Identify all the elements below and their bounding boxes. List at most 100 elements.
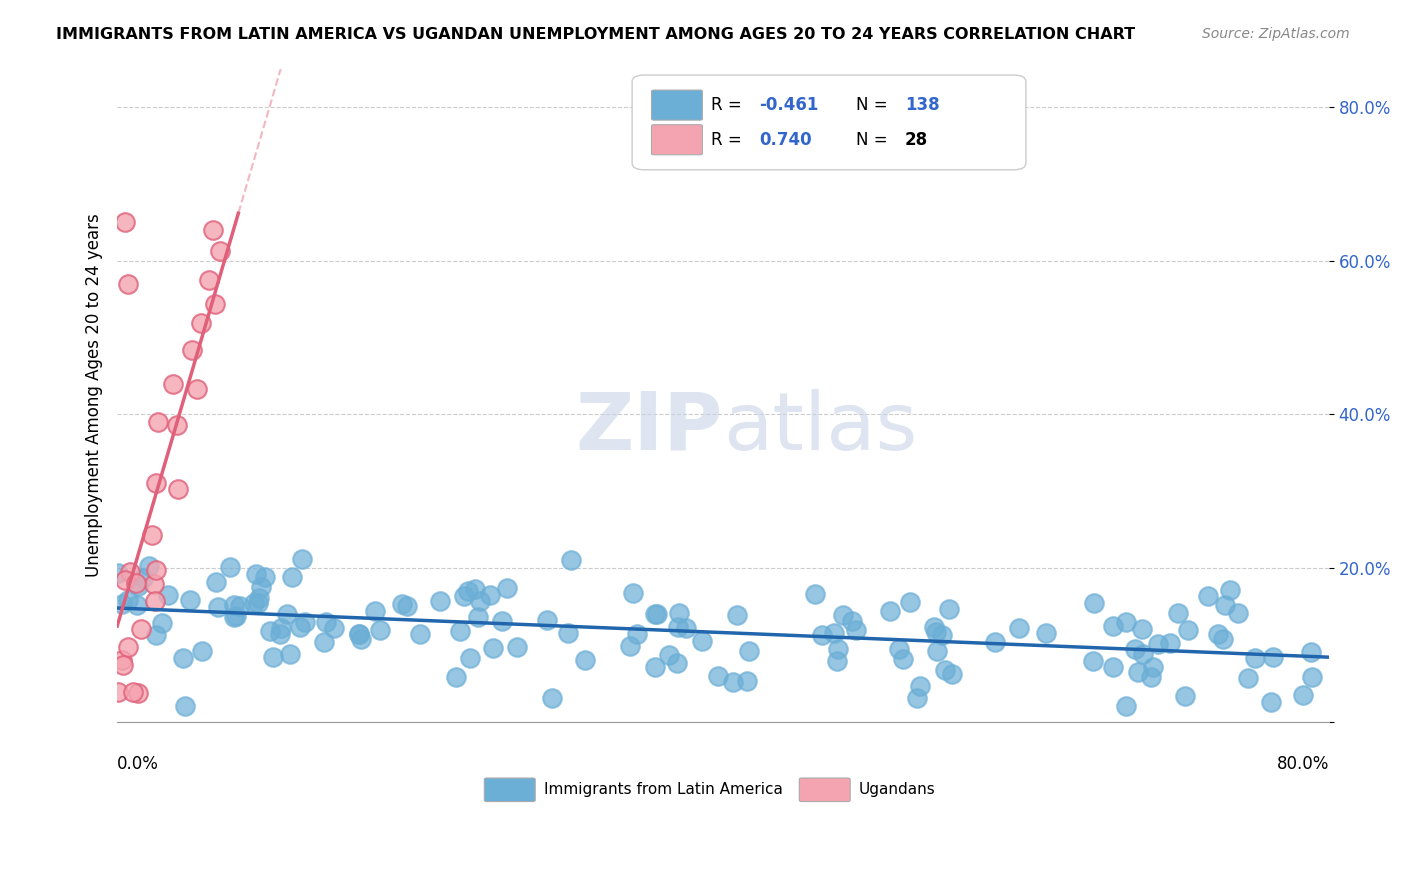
Point xyxy=(908,679,931,693)
Text: atlas: atlas xyxy=(723,389,917,467)
Point xyxy=(167,482,190,496)
Point xyxy=(1243,650,1265,665)
Point xyxy=(162,376,184,391)
Point xyxy=(219,559,242,574)
Point xyxy=(150,615,173,630)
Point xyxy=(225,609,247,624)
Point xyxy=(690,634,713,648)
Point xyxy=(269,627,291,641)
Point xyxy=(925,624,948,639)
Point xyxy=(619,639,641,653)
Point xyxy=(922,620,945,634)
Point xyxy=(737,673,759,688)
Point xyxy=(157,588,180,602)
Point xyxy=(621,586,644,600)
Point xyxy=(941,667,963,681)
Point xyxy=(665,656,688,670)
Point xyxy=(145,475,167,490)
Point xyxy=(127,598,149,612)
Point xyxy=(127,686,149,700)
Point xyxy=(129,622,152,636)
Point xyxy=(738,644,761,658)
Point xyxy=(1083,596,1105,610)
Point xyxy=(1159,636,1181,650)
FancyBboxPatch shape xyxy=(651,125,703,154)
Point xyxy=(145,563,167,577)
FancyBboxPatch shape xyxy=(800,778,851,802)
Point xyxy=(281,570,304,584)
Point xyxy=(138,558,160,573)
Point xyxy=(464,582,486,597)
Point xyxy=(202,223,225,237)
Point xyxy=(350,632,373,647)
Point xyxy=(1174,690,1197,704)
Text: 28: 28 xyxy=(904,131,928,149)
Point xyxy=(1237,671,1260,685)
Point xyxy=(174,699,197,714)
Point xyxy=(811,628,834,642)
Point xyxy=(132,571,155,585)
Point xyxy=(145,628,167,642)
Point xyxy=(190,317,212,331)
Point xyxy=(1213,598,1236,612)
Point xyxy=(536,613,558,627)
Point xyxy=(934,663,956,677)
Point xyxy=(111,597,134,611)
Point xyxy=(408,626,430,640)
Point xyxy=(1102,660,1125,674)
Text: N =: N = xyxy=(856,96,893,114)
Point xyxy=(1126,665,1149,679)
Point xyxy=(107,685,129,699)
Point xyxy=(645,607,668,622)
Point xyxy=(666,620,689,634)
Point xyxy=(823,625,845,640)
Point xyxy=(1008,621,1031,635)
Point xyxy=(1212,632,1234,647)
Point xyxy=(143,577,166,591)
Point xyxy=(204,575,226,590)
Point xyxy=(832,608,855,623)
Point xyxy=(107,566,129,580)
Point xyxy=(246,596,269,610)
Point xyxy=(540,691,562,706)
Point xyxy=(198,273,221,287)
Point xyxy=(905,691,928,706)
Point xyxy=(114,215,136,229)
Point xyxy=(166,417,188,432)
Point xyxy=(125,576,148,591)
Point xyxy=(204,296,226,310)
Point xyxy=(114,573,136,587)
Point xyxy=(278,647,301,661)
Point xyxy=(644,607,666,621)
Point xyxy=(181,343,204,358)
Point xyxy=(262,649,284,664)
Point xyxy=(249,591,271,606)
Point xyxy=(117,277,139,291)
Text: 138: 138 xyxy=(904,96,939,114)
Point xyxy=(111,653,134,667)
Point xyxy=(457,584,479,599)
Point xyxy=(368,624,391,638)
Point xyxy=(887,642,910,657)
Point xyxy=(1206,627,1229,641)
Point xyxy=(322,621,344,635)
Point xyxy=(222,610,245,624)
Point xyxy=(1132,648,1154,662)
Point xyxy=(127,579,149,593)
Point xyxy=(143,594,166,608)
Point xyxy=(1140,670,1163,684)
Point xyxy=(574,653,596,667)
Point xyxy=(1301,670,1323,684)
Point xyxy=(496,581,519,595)
Point xyxy=(1167,606,1189,620)
Point xyxy=(925,643,948,657)
Text: ZIP: ZIP xyxy=(575,389,723,467)
Point xyxy=(506,640,529,655)
Point xyxy=(111,658,134,673)
Point xyxy=(626,627,648,641)
Point xyxy=(644,660,666,674)
Point xyxy=(1260,695,1282,709)
Point xyxy=(429,594,451,608)
Point xyxy=(1142,660,1164,674)
Point xyxy=(122,685,145,699)
